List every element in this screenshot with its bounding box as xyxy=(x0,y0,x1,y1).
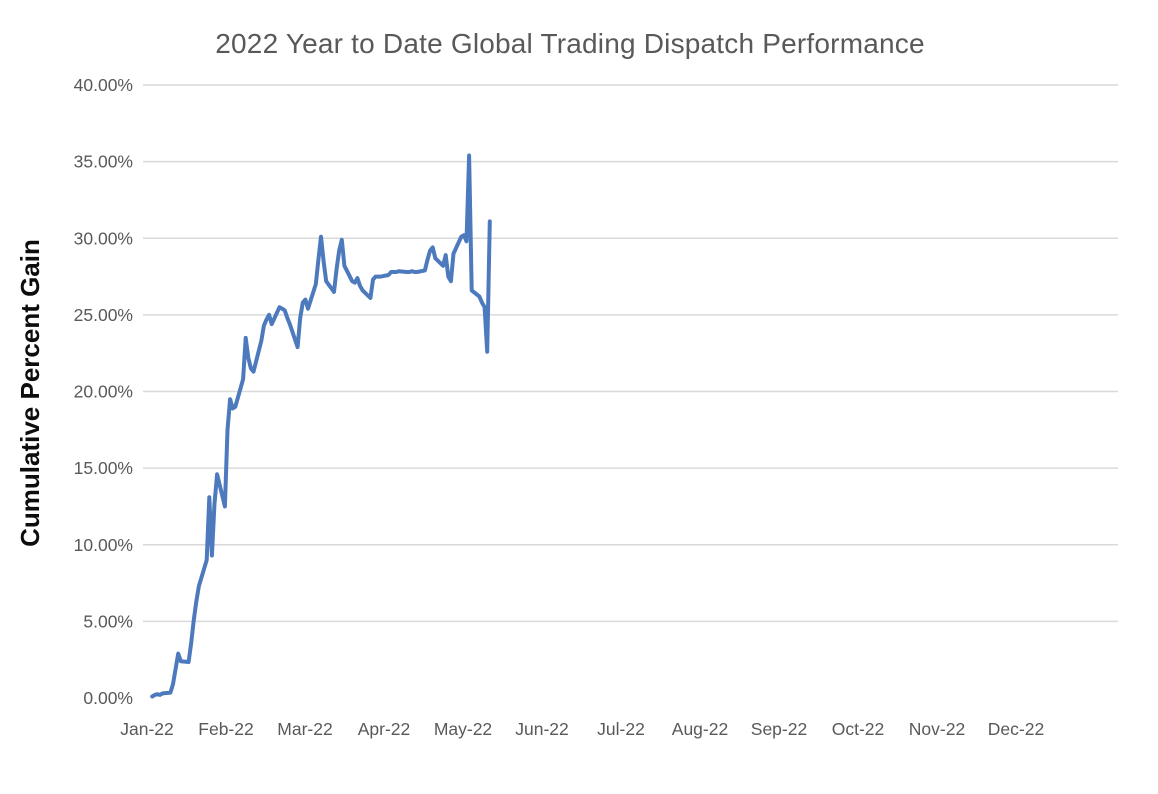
performance-line xyxy=(150,153,492,699)
y-axis-tick-label: 0.00% xyxy=(83,688,133,708)
x-axis-tick-label: Apr-22 xyxy=(358,719,411,739)
x-axis-tick-label: Jan-22 xyxy=(120,719,174,739)
x-axis-tick-label: Aug-22 xyxy=(672,719,728,739)
y-axis-tick-label: 35.00% xyxy=(74,152,133,172)
chart-title: 2022 Year to Date Global Trading Dispatc… xyxy=(215,28,925,59)
x-axis-tick-label: Jul-22 xyxy=(597,719,645,739)
y-axis-tick-label: 30.00% xyxy=(74,228,133,248)
y-axis-tick-label: 10.00% xyxy=(74,535,133,555)
x-axis-tick-label: May-22 xyxy=(434,719,492,739)
y-axis-tick-label: 20.00% xyxy=(74,382,133,402)
x-axis-tick-label: Sep-22 xyxy=(751,719,807,739)
x-axis-tick-label: Dec-22 xyxy=(988,719,1044,739)
x-axis-tick-label: Nov-22 xyxy=(909,719,965,739)
y-axis-tick-label: 15.00% xyxy=(74,458,133,478)
y-axis-tick-label: 25.00% xyxy=(74,305,133,325)
x-axis-tick-label: Mar-22 xyxy=(277,719,332,739)
y-axis-tick-label: 5.00% xyxy=(83,611,133,631)
x-axis-tick-label: Jun-22 xyxy=(515,719,569,739)
x-axis-tick-label: Oct-22 xyxy=(832,719,885,739)
x-axis-tick-label: Feb-22 xyxy=(198,719,253,739)
y-axis-tick-label: 40.00% xyxy=(74,75,133,95)
